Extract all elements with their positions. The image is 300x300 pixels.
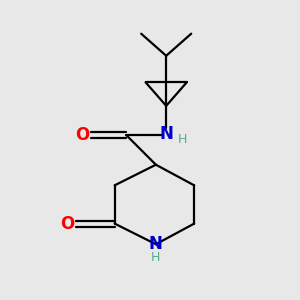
- Text: H: H: [178, 133, 187, 146]
- Text: H: H: [151, 251, 160, 264]
- Text: O: O: [75, 126, 89, 144]
- Text: N: N: [149, 235, 163, 253]
- Text: N: N: [159, 125, 173, 143]
- Text: O: O: [60, 214, 75, 232]
